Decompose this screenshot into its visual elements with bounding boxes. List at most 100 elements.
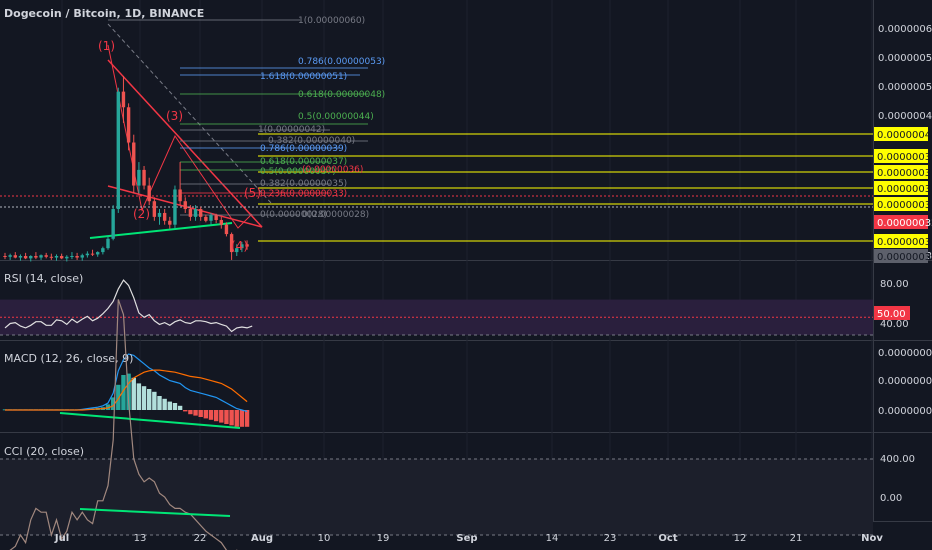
cci-divergence-line [79,508,231,517]
macd-axis-tick: 0.00000002 [878,376,932,387]
time-axis-tick: Sep [456,533,477,544]
rsi-title: RSI (14, close) [4,272,83,285]
price-axis-tick: 0.00000055 [878,53,932,64]
fib-level-label: 0.618(0.00000037) [260,157,347,167]
candle-body [70,256,74,257]
elliott-wave-label: (5) [244,186,261,200]
candle-body [111,209,115,239]
cci-line [9,299,238,550]
macd-histogram-bar [213,410,219,422]
time-axis-tick: Aug [251,533,273,544]
fib-level-label: 0.382(0.00000040) [268,136,355,146]
elliott-wave-label: (3) [166,109,183,123]
candle-body [85,253,90,256]
candle-body [13,255,17,258]
candle-body [39,255,43,258]
macd-histogram-bar [239,410,245,427]
macd-histogram-bar [203,410,209,419]
macd-histogram-bar [244,410,250,427]
fib-level-label: 1(0.00000060) [298,16,365,26]
fib-trend-line [107,23,273,205]
fib-level-label: 0.786(0.00000039) [260,144,347,154]
candle-body [49,256,54,258]
candle-body [18,256,23,258]
candle-body [75,256,79,258]
elliott-wave-label: (1) [98,39,115,53]
macd-histogram-bar [162,398,167,410]
cci-axis-tick: 0.00 [880,493,902,504]
candle-body [235,248,239,253]
macd-histogram-bar [136,383,142,410]
candle-body [188,209,193,217]
macd-histogram-bar [224,410,229,424]
macd-histogram-bar [198,410,203,417]
fib-level-label: 1(0.00000042) [258,125,325,135]
price-tag-bg [874,149,928,163]
price-tag-bg [874,215,928,229]
price-tag: 0.00000037 [877,168,932,179]
time-axis-tick: 13 [134,533,147,544]
rsi-axis-tick: 40.00 [880,319,909,330]
wedge-upper-line [107,59,263,228]
macd-histogram-bar [219,410,224,423]
time-axis-tick: 19 [377,533,390,544]
fib-level-label: 1.618(0.00000051) [260,72,347,82]
macd-divergence-line [59,412,241,429]
price-divergence-line [89,222,233,239]
candle-body [178,189,182,202]
candle-body [59,256,64,259]
price-tag: 0.00000030 [877,252,932,263]
macd-histogram-bar [183,410,188,412]
fib-level-label: (0.00000036) [302,165,363,175]
candle-body [209,215,213,221]
candle-body [219,219,223,225]
cci-axis-tick: 400.00 [880,454,915,465]
rsi-level-tag: 50.00 [877,309,906,320]
candle-body [121,91,126,108]
time-axis-tick: 14 [546,533,559,544]
candle-body [132,142,136,186]
candle-body [147,185,151,202]
macd-histogram-bar [121,375,126,410]
candle-body [193,209,198,217]
candle-body [80,255,84,258]
candle-body [214,215,218,220]
elliott-wave-label: (2) [133,207,150,221]
cci-band [0,459,873,535]
price-tag: 0.00000039 [877,152,932,163]
macd-axis-tick: 0.00000004 [878,348,932,359]
time-axis-tick: Oct [658,533,677,544]
macd-histogram-bar [167,401,172,410]
candle-body [29,256,33,259]
elliott-wave-path [107,44,253,229]
macd-histogram-bar [105,404,111,410]
candle-body [157,212,162,217]
candle-body [23,256,28,259]
time-axis-tick: 21 [790,533,803,544]
price-tag-bg [874,197,928,211]
candle-body [8,255,12,257]
candle-body [168,220,172,225]
fib-level-label: 0(0.00000028) [260,210,327,220]
price-tag: 0.00000042 [877,130,932,141]
rsi-axis-tick: 80.00 [880,279,909,290]
candle-body [65,256,69,259]
price-axis-tick: 0.00000060 [878,24,932,35]
macd-histogram-bar [147,389,152,410]
price-tag-bg [874,127,928,141]
price-axis-tick: 0.00000045 [878,111,932,122]
macd-histogram-bar [157,396,162,410]
time-axis-tick: Jul [54,533,69,544]
price-tag: 0.00000032 [877,218,932,229]
macd-histogram-bar [208,410,214,420]
time-axis-tick: 12 [734,533,747,544]
macd-histogram-bar [110,397,116,410]
macd-histogram-bar [172,403,178,410]
candle-body [54,256,59,258]
fib-level-label: 0.5(0.00000044) [298,112,374,122]
candle-body [183,201,187,210]
candle-body [245,244,249,247]
price-tag: 0.00000033 [877,200,932,211]
